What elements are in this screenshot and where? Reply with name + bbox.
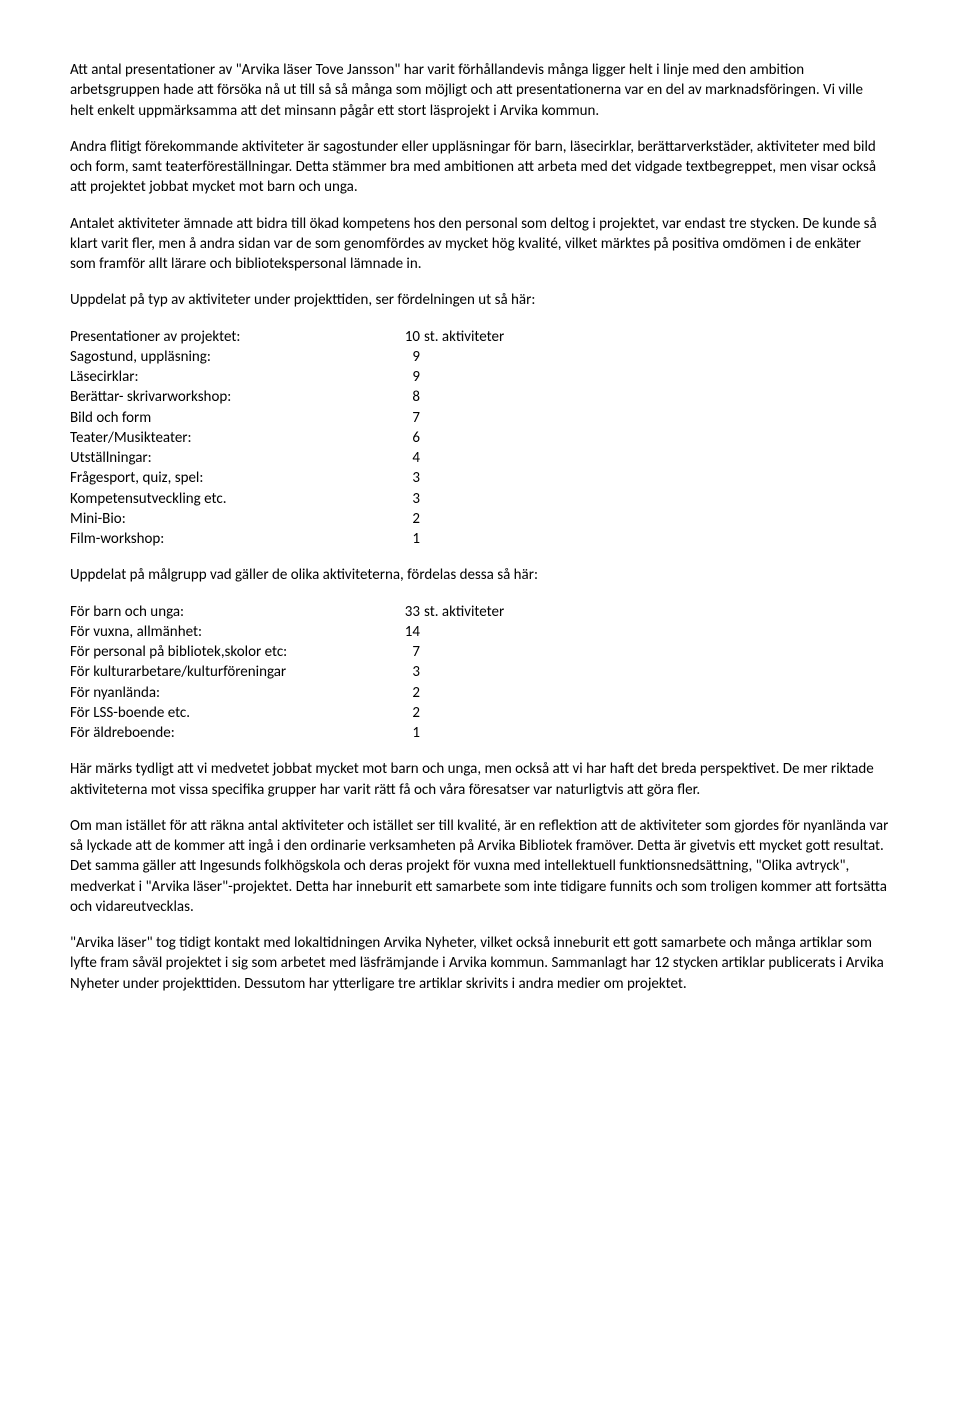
- row-value: 9: [400, 367, 420, 387]
- table-row: Frågesport, quiz, spel: 3: [70, 468, 890, 488]
- row-value: 3: [400, 662, 420, 682]
- row-value: 1: [400, 529, 420, 549]
- row-value: 7: [400, 408, 420, 428]
- row-value: 8: [400, 387, 420, 407]
- row-label: För kulturarbetare/kulturföreningar: [70, 662, 400, 682]
- row-value: 9: [400, 347, 420, 367]
- row-value: 2: [400, 703, 420, 723]
- paragraph: "Arvika läser" tog tidigt kontakt med lo…: [70, 933, 890, 994]
- target-group-table: För barn och unga: 33 st. aktiviteter Fö…: [70, 602, 890, 744]
- table-row: För nyanlända: 2: [70, 683, 890, 703]
- row-label: Film-workshop:: [70, 529, 400, 549]
- row-value: 1: [400, 723, 420, 743]
- table-row: Mini-Bio: 2: [70, 509, 890, 529]
- paragraph: Antalet aktiviteter ämnade att bidra til…: [70, 214, 890, 275]
- table-row: Läsecirklar: 9: [70, 367, 890, 387]
- activity-type-table: Presentationer av projektet: 10 st. akti…: [70, 327, 890, 550]
- table-row: För vuxna, allmänhet: 14: [70, 622, 890, 642]
- row-value: 6: [400, 428, 420, 448]
- row-value: 33 st. aktiviteter: [400, 602, 504, 622]
- table-row: För barn och unga: 33 st. aktiviteter: [70, 602, 890, 622]
- paragraph: Uppdelat på målgrupp vad gäller de olika…: [70, 565, 890, 585]
- row-label: Berättar- skrivarworkshop:: [70, 387, 400, 407]
- row-label: Presentationer av projektet:: [70, 327, 400, 347]
- table-row: Sagostund, uppläsning: 9: [70, 347, 890, 367]
- row-value: 14: [400, 622, 420, 642]
- row-label: För personal på bibliotek,skolor etc:: [70, 642, 400, 662]
- row-label: Kompetensutveckling etc.: [70, 489, 400, 509]
- table-row: Berättar- skrivarworkshop: 8: [70, 387, 890, 407]
- paragraph: Om man istället för att räkna antal akti…: [70, 816, 890, 917]
- row-value: 3: [400, 468, 420, 488]
- table-row: För personal på bibliotek,skolor etc: 7: [70, 642, 890, 662]
- row-label: Sagostund, uppläsning:: [70, 347, 400, 367]
- paragraph: Andra flitigt förekommande aktiviteter ä…: [70, 137, 890, 198]
- row-label: Mini-Bio:: [70, 509, 400, 529]
- row-value: 10 st. aktiviteter: [400, 327, 504, 347]
- row-label: För nyanlända:: [70, 683, 400, 703]
- paragraph: Här märks tydligt att vi medvetet jobbat…: [70, 759, 890, 800]
- row-value: 7: [400, 642, 420, 662]
- row-label: Teater/Musikteater:: [70, 428, 400, 448]
- paragraph: Att antal presentationer av "Arvika läse…: [70, 60, 890, 121]
- row-label: Läsecirklar:: [70, 367, 400, 387]
- row-label: För LSS-boende etc.: [70, 703, 400, 723]
- table-row: Utställningar: 4: [70, 448, 890, 468]
- row-label: Utställningar:: [70, 448, 400, 468]
- row-label: Frågesport, quiz, spel:: [70, 468, 400, 488]
- paragraph: Uppdelat på typ av aktiviteter under pro…: [70, 290, 890, 310]
- row-label: För äldreboende:: [70, 723, 400, 743]
- table-row: För kulturarbetare/kulturföreningar 3: [70, 662, 890, 682]
- table-row: Kompetensutveckling etc. 3: [70, 489, 890, 509]
- row-label: Bild och form: [70, 408, 400, 428]
- table-row: Presentationer av projektet: 10 st. akti…: [70, 327, 890, 347]
- table-row: Film-workshop: 1: [70, 529, 890, 549]
- table-row: Bild och form 7: [70, 408, 890, 428]
- table-row: För LSS-boende etc. 2: [70, 703, 890, 723]
- row-label: För vuxna, allmänhet:: [70, 622, 400, 642]
- row-value: 2: [400, 509, 420, 529]
- row-value: 3: [400, 489, 420, 509]
- row-value: 4: [400, 448, 420, 468]
- table-row: Teater/Musikteater: 6: [70, 428, 890, 448]
- row-label: För barn och unga:: [70, 602, 400, 622]
- row-value: 2: [400, 683, 420, 703]
- table-row: För äldreboende: 1: [70, 723, 890, 743]
